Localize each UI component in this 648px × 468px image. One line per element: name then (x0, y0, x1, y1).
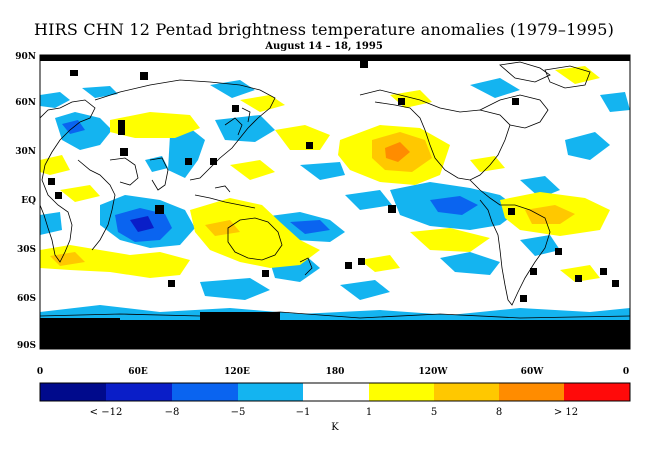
colorbar-segment (238, 383, 303, 401)
colorbar-unit: K (331, 422, 339, 433)
lat-tick-label: EQ (21, 196, 36, 206)
lon-tick-label: 60E (128, 367, 148, 377)
colorbar-segment (434, 383, 499, 401)
colorbar-segment (564, 383, 630, 401)
map-field (40, 55, 630, 349)
map-subtitle: August 14 – 18, 1995 (265, 41, 383, 52)
map-frame (39, 54, 631, 350)
colorbar-label: 5 (430, 407, 438, 418)
lon-tick-label: 0 (36, 367, 44, 377)
colorbar-segment (106, 383, 172, 401)
lon-tick-label: 0 (622, 367, 630, 377)
lat-tick-label: 90S (16, 341, 36, 351)
lon-tick-label: 180 (325, 367, 345, 377)
missing-data (40, 55, 630, 349)
colorbar-segment (369, 383, 434, 401)
strong-cool-regions (62, 120, 478, 242)
lat-tick-label: 60S (16, 294, 36, 304)
lat-tick-label: 30N (15, 147, 36, 157)
colorbar-segment (40, 383, 106, 401)
lat-tick-label: 90N (15, 52, 36, 62)
lat-tick-label: 30S (16, 245, 36, 255)
lon-tick-label: 120W (418, 367, 448, 377)
very-strong-cool-regions (130, 216, 154, 232)
colorbar-segment (172, 383, 238, 401)
colorbar-label: > 12 (553, 407, 579, 418)
map-title: HIRS CHN 12 Pentad brightness temperatur… (33, 20, 615, 39)
colorbar-label: 8 (495, 407, 503, 418)
colorbar-segment (303, 383, 369, 401)
colorbar-label: −1 (295, 407, 311, 418)
lon-tick-label: 60W (520, 367, 544, 377)
colorbar-label: 1 (365, 407, 373, 418)
colorbar-label: < −12 (89, 407, 123, 418)
colorbar-label: −5 (230, 407, 246, 418)
coastlines (40, 61, 630, 319)
lat-tick-label: 60N (15, 98, 36, 108)
very-strong-warm-regions (385, 142, 410, 162)
colorbar (39, 382, 631, 402)
colorbar-segment (499, 383, 564, 401)
lon-tick-label: 120E (224, 367, 250, 377)
colorbar-label: −8 (164, 407, 180, 418)
